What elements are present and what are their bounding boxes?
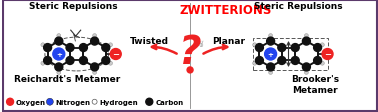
Text: ZWITTERIONS: ZWITTERIONS xyxy=(180,4,272,17)
Circle shape xyxy=(55,63,63,71)
Circle shape xyxy=(146,98,153,105)
Text: Steric Repulsions: Steric Repulsions xyxy=(29,2,118,11)
Circle shape xyxy=(108,62,113,66)
Circle shape xyxy=(320,43,324,47)
Circle shape xyxy=(108,43,113,47)
Text: Twisted: Twisted xyxy=(130,36,169,45)
Circle shape xyxy=(43,57,51,65)
Text: Carbon: Carbon xyxy=(155,99,183,105)
Circle shape xyxy=(322,49,333,60)
Circle shape xyxy=(43,44,51,52)
Circle shape xyxy=(52,48,66,61)
Circle shape xyxy=(291,57,299,65)
Circle shape xyxy=(253,43,257,47)
Circle shape xyxy=(304,34,308,38)
Circle shape xyxy=(41,62,45,66)
Text: Steric Repulsions: Steric Repulsions xyxy=(254,2,343,11)
Circle shape xyxy=(314,44,322,52)
Text: Brooker's
Metamer: Brooker's Metamer xyxy=(291,74,339,94)
Circle shape xyxy=(314,57,322,65)
Circle shape xyxy=(41,43,45,47)
Circle shape xyxy=(302,63,310,71)
Text: Oxygen: Oxygen xyxy=(16,99,46,105)
Circle shape xyxy=(57,71,61,75)
Circle shape xyxy=(55,38,63,46)
Circle shape xyxy=(304,71,308,75)
Circle shape xyxy=(102,44,110,52)
Circle shape xyxy=(266,63,274,71)
Text: Hydrogen: Hydrogen xyxy=(99,99,138,105)
Circle shape xyxy=(256,44,263,52)
Text: Nitrogen: Nitrogen xyxy=(56,99,91,105)
Circle shape xyxy=(57,34,61,38)
Circle shape xyxy=(91,38,99,46)
Circle shape xyxy=(91,63,99,71)
Text: ?: ? xyxy=(179,34,201,71)
Text: −: − xyxy=(112,50,119,59)
Circle shape xyxy=(320,62,324,66)
Circle shape xyxy=(79,57,87,65)
Circle shape xyxy=(66,44,74,52)
Circle shape xyxy=(46,98,53,105)
Circle shape xyxy=(266,38,274,46)
Circle shape xyxy=(278,57,286,65)
Circle shape xyxy=(6,98,14,105)
Circle shape xyxy=(92,99,97,104)
Circle shape xyxy=(265,49,277,60)
Circle shape xyxy=(278,44,286,52)
Circle shape xyxy=(253,62,257,66)
Text: +: + xyxy=(268,52,274,57)
Text: Planar: Planar xyxy=(212,36,245,45)
Circle shape xyxy=(66,57,74,65)
Circle shape xyxy=(93,34,97,38)
Text: ⊕: ⊕ xyxy=(199,42,203,47)
Circle shape xyxy=(53,49,65,60)
Text: Reichardt's Metamer: Reichardt's Metamer xyxy=(14,75,120,84)
Circle shape xyxy=(93,71,97,75)
Circle shape xyxy=(79,44,87,52)
Circle shape xyxy=(110,49,121,60)
Circle shape xyxy=(269,71,273,75)
Circle shape xyxy=(256,57,263,65)
Circle shape xyxy=(102,57,110,65)
Text: −: − xyxy=(324,50,331,59)
Text: +: + xyxy=(56,52,62,57)
Circle shape xyxy=(269,34,273,38)
Circle shape xyxy=(302,38,310,46)
Circle shape xyxy=(291,44,299,52)
Circle shape xyxy=(263,48,277,61)
Circle shape xyxy=(187,67,193,73)
